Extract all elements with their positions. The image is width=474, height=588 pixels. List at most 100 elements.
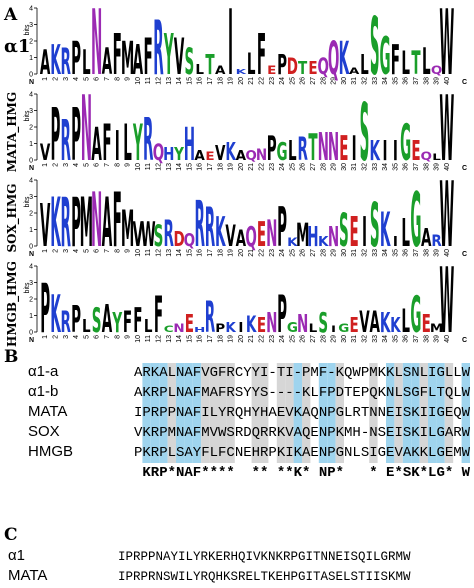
logo-letter-group: R	[61, 306, 72, 339]
logo-letter: Q	[328, 32, 339, 85]
logo-letter: Q	[421, 149, 432, 163]
position-label: 30	[341, 163, 348, 171]
logo-letter-group: K	[50, 184, 61, 263]
position-label: 31	[351, 335, 358, 343]
sequence: IPRPPNAYILYRKERHQIVKNKRPGITNNEISQILGRMW	[118, 550, 411, 564]
position-label: 6	[94, 77, 101, 81]
y-tick-label: 1	[29, 227, 33, 234]
logo-letter: G	[287, 320, 298, 336]
position-label: 37	[413, 163, 420, 171]
column-highlight	[394, 363, 403, 463]
logo-letter-group: Q	[431, 63, 442, 77]
position-label: 14	[176, 77, 183, 85]
logo-letter: D	[287, 55, 298, 80]
logo-letter: I	[238, 320, 243, 336]
logo-letter-group: L	[247, 48, 256, 81]
position-label: 31	[351, 163, 358, 171]
sequence: VKRPMNAFMVWSRDQRRKVAQENPKMH-NSEISKILGARW	[134, 425, 471, 441]
position-label: 6	[94, 163, 101, 167]
logo-letter-group: G	[287, 320, 298, 336]
position-label: 4	[73, 163, 80, 167]
position-label: 25	[289, 249, 296, 257]
logo-letter-group: A	[215, 63, 226, 77]
logo-letter-group: F	[391, 38, 400, 85]
logo-letter: F	[123, 306, 132, 339]
position-label: 14	[176, 163, 183, 171]
column-highlight	[159, 363, 168, 463]
logo-letter-group: R	[205, 197, 215, 260]
logo-letter-group: K	[318, 234, 329, 250]
logo-letter: G	[277, 136, 288, 166]
position-label: 27	[310, 77, 317, 85]
logo-letter-group: G	[380, 26, 391, 86]
position-label: 22	[258, 249, 265, 257]
position-label: 26	[300, 163, 307, 171]
logo-letter: Q	[153, 141, 164, 166]
logo-letter-group: T	[298, 57, 307, 79]
column-highlight	[184, 363, 193, 463]
position-label: 30	[341, 249, 348, 257]
logo-letter: M	[80, 184, 93, 263]
logo-letter: Q	[431, 63, 442, 77]
logo-letter: L	[288, 136, 297, 168]
position-label: 35	[392, 335, 399, 343]
logo-letter: K	[390, 314, 401, 338]
y-tick-label: 1	[29, 313, 33, 320]
logo-letter-group: V	[133, 216, 143, 255]
position-label: 3	[63, 249, 70, 253]
position-label: 15	[186, 163, 193, 171]
logo-letter-group: A	[102, 42, 112, 83]
position-label: 2	[52, 77, 59, 81]
position-label: 29	[331, 249, 338, 257]
logo-letter: E	[267, 63, 276, 77]
logo-letter-group: A	[421, 222, 432, 252]
position-label: 23	[269, 335, 276, 343]
row-name: α1-b	[28, 383, 58, 400]
logo-letter-group: P	[277, 284, 287, 344]
logo-letter: Y	[112, 308, 123, 340]
position-label: 17	[207, 335, 214, 343]
logo-letter: Q	[245, 222, 256, 254]
logo-letter-group: P	[71, 300, 81, 341]
logo-letter: P	[277, 50, 287, 82]
logo-letter-group: M	[121, 32, 134, 85]
logo-letter-group: F	[113, 22, 122, 88]
y-tick-label: 2	[29, 211, 33, 218]
logo-letter: L	[82, 44, 91, 83]
position-label: 5	[83, 249, 90, 253]
position-label: 1	[42, 163, 49, 167]
logo-letter: K	[380, 308, 391, 340]
logo-letter-group: L	[288, 136, 297, 168]
logo-letter: M	[121, 200, 134, 259]
logo-letter-group: R	[153, 4, 163, 92]
logo-letter-group: H	[194, 326, 205, 334]
logo-letter: A	[133, 38, 144, 85]
terminus-label: C	[462, 337, 467, 344]
y-tick-label: 0	[29, 72, 33, 79]
position-label: 34	[382, 335, 389, 343]
position-label: 13	[166, 249, 173, 257]
logo-letter-group: I	[352, 130, 357, 169]
logo-name: α1	[4, 36, 30, 57]
position-label: 16	[197, 249, 204, 257]
logo-letter: A	[349, 65, 360, 76]
logo-letter-group: E	[308, 57, 317, 79]
position-label: 32	[361, 77, 368, 85]
logo-letter: Q	[245, 148, 256, 164]
position-label: 28	[320, 249, 327, 257]
column-highlight	[293, 363, 302, 463]
y-tick-label: 4	[29, 264, 33, 271]
column-highlight	[436, 363, 445, 463]
logo-letter: A	[194, 148, 205, 164]
column-highlight	[386, 363, 395, 463]
logo-letter: K	[246, 313, 257, 338]
position-label: 5	[83, 163, 90, 167]
logo-letter-group: Q	[184, 229, 195, 251]
logo-letter-group: K	[380, 204, 391, 258]
logo-letter-group: E	[422, 308, 431, 338]
logo-letter-group: N	[256, 146, 267, 164]
logo-letter: N	[91, 0, 102, 96]
position-label: 31	[351, 77, 358, 85]
logo-letter: L	[401, 210, 410, 255]
logo-letter: K	[370, 136, 381, 168]
